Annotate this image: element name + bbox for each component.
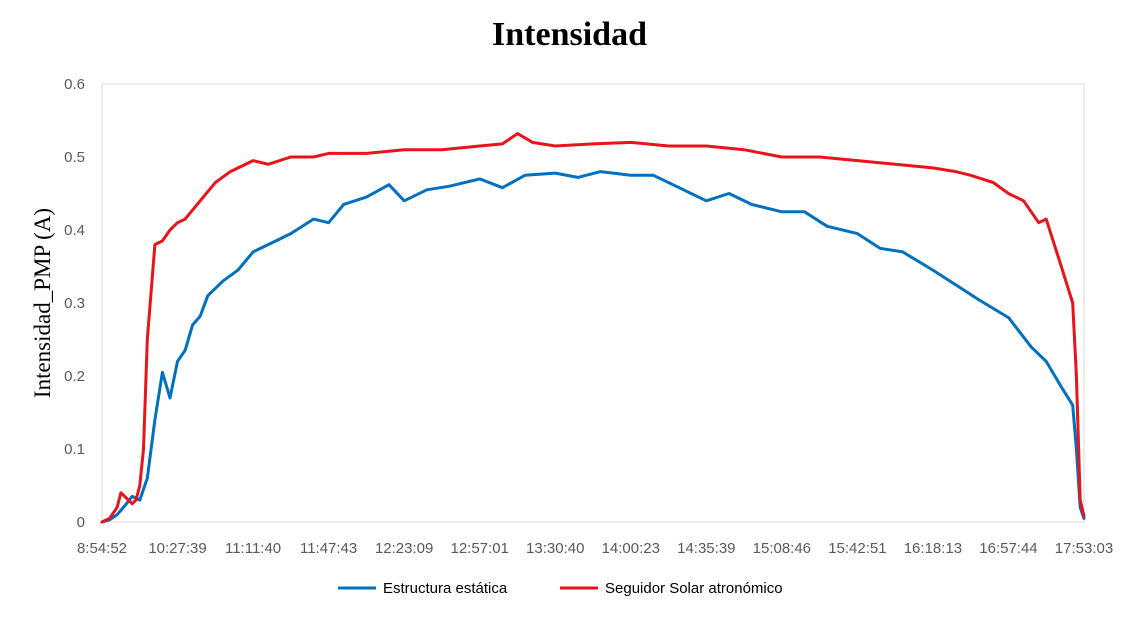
- y-tick-label: 0: [77, 514, 85, 531]
- y-tick-label: 0.4: [64, 222, 85, 239]
- legend: Estructura estática Seguidor Solar atron…: [338, 580, 783, 597]
- chart-title: Intensidad: [492, 16, 647, 53]
- x-tick-label: 16:57:44: [979, 540, 1037, 557]
- legend-label-estructura: Estructura estática: [383, 580, 508, 597]
- x-tick-label: 17:53:03: [1055, 540, 1113, 557]
- x-tick-label: 15:08:46: [753, 540, 811, 557]
- x-tick-label: 14:35:39: [677, 540, 735, 557]
- x-tick-label: 11:47:43: [300, 540, 357, 557]
- y-tick-label: 0.1: [64, 441, 85, 458]
- y-axis-ticks: 0 0.1 0.2 0.3 0.4 0.5 0.6: [64, 76, 85, 531]
- x-tick-label: 12:57:01: [450, 540, 508, 557]
- y-tick-label: 0.5: [64, 149, 85, 166]
- legend-label-seguidor: Seguidor Solar atronómico: [605, 580, 783, 597]
- plot-area-border: [101, 83, 1085, 523]
- x-tick-label: 14:00:23: [602, 540, 660, 557]
- x-tick-label: 12:23:09: [375, 540, 433, 557]
- x-tick-label: 8:54:52: [77, 540, 127, 557]
- y-tick-label: 0.3: [64, 295, 85, 312]
- x-axis-ticks: 8:54:52 10:27:39 11:11:40 11:47:43 12:23:09 1…: [77, 540, 1113, 557]
- x-tick-label: 15:42:51: [828, 540, 886, 557]
- series-line-1: [100, 132, 1086, 524]
- y-axis-label: Intensidad_PMP (A): [30, 208, 55, 398]
- x-tick-label: 13:30:40: [526, 540, 584, 557]
- x-tick-label: 16:18:13: [904, 540, 962, 557]
- x-tick-label: 11:11:40: [225, 540, 281, 557]
- series-layer: [100, 132, 1086, 524]
- x-tick-label: 10:27:39: [148, 540, 206, 557]
- y-tick-label: 0.6: [64, 76, 85, 93]
- series-line-0: [100, 170, 1086, 524]
- y-tick-label: 0.2: [64, 368, 85, 385]
